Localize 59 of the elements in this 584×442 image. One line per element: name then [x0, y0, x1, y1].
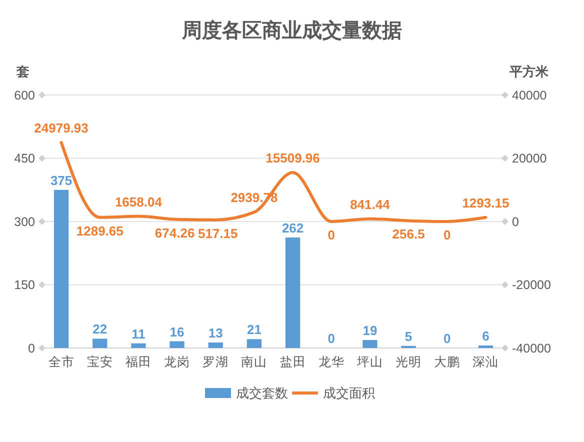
y-tick-label: 150: [14, 278, 36, 292]
x-tick-label: 盐田: [280, 355, 306, 369]
data-label: 1658.04: [114, 194, 163, 210]
data-label: 1293.15: [462, 195, 510, 210]
data-label: 15509.96: [266, 150, 320, 166]
data-label: 24979.93: [34, 120, 88, 136]
y2-tick-label: 0: [512, 214, 519, 229]
x-tick-label: 深汕: [472, 355, 499, 369]
bar: [170, 341, 184, 348]
x-tick-label: 大鹏: [434, 355, 460, 369]
data-label: 517.15: [198, 226, 238, 241]
data-label: 16: [170, 324, 184, 340]
data-label: 256.5: [392, 226, 425, 242]
bar: [362, 340, 378, 348]
x-tick-label: 福田: [125, 355, 152, 369]
y2-tick-label: -40000: [512, 341, 551, 356]
data-label: 1289.65: [76, 223, 124, 238]
x-tick-label: 罗湖: [202, 355, 229, 369]
data-label: 0: [444, 228, 451, 242]
data-label: 841.44: [350, 196, 391, 212]
x-tick-label: 龙华: [318, 355, 344, 369]
data-label: 375: [50, 172, 72, 188]
data-label: 0: [328, 331, 335, 346]
y2-tick-label: -20000: [512, 278, 551, 292]
data-label: 0: [328, 228, 335, 242]
y-tick-label: 300: [14, 214, 36, 229]
bar: [285, 238, 300, 348]
y-tick-label: 600: [14, 88, 36, 102]
data-label: 11: [132, 326, 146, 342]
data-label: 674.26: [154, 225, 195, 240]
legend-label: 成交面积: [323, 386, 375, 401]
y-tick-label: 450: [14, 152, 36, 166]
x-tick-label: 坪山: [356, 355, 383, 369]
x-tick-label: 光明: [396, 355, 422, 369]
x-tick-label: 宝安: [86, 354, 113, 369]
data-label: 22: [92, 322, 108, 337]
chart-title: 周度各区商业成交量数据: [181, 19, 402, 42]
bar: [478, 345, 494, 348]
x-tick-label: 龙岗: [164, 355, 190, 369]
y2-tick-label: 40000: [512, 88, 547, 102]
bar: [131, 343, 146, 348]
legend-label: 成交套数: [236, 386, 288, 401]
data-label: 6: [482, 328, 490, 344]
data-label: 0: [444, 331, 451, 346]
bar: [246, 339, 262, 348]
bar: [54, 190, 69, 348]
y-tick-label: 0: [28, 341, 36, 356]
y-axis-title: 套: [16, 64, 30, 79]
x-tick-label: 全市: [48, 355, 74, 369]
bar: [208, 342, 223, 348]
data-label: 262: [282, 220, 304, 236]
y2-tick-label: 20000: [512, 152, 547, 166]
data-label: 5: [404, 328, 412, 344]
x-tick-label: 南山: [241, 355, 268, 369]
data-label: 13: [208, 326, 223, 341]
bar: [92, 338, 108, 348]
data-label: 21: [246, 322, 262, 338]
data-label: 19: [362, 322, 378, 338]
y2-axis-title: 平方米: [508, 64, 550, 79]
